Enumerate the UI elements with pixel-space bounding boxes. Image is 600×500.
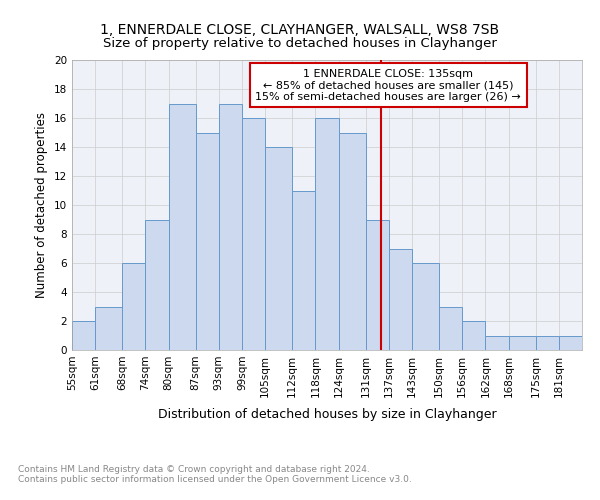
Bar [196, 132, 219, 350]
Bar [122, 263, 145, 350]
Bar [72, 321, 95, 350]
Bar [316, 118, 338, 350]
X-axis label: Distribution of detached houses by size in Clayhanger: Distribution of detached houses by size … [158, 408, 496, 421]
Bar [365, 220, 389, 350]
Bar [219, 104, 242, 350]
Bar [389, 248, 412, 350]
Bar [242, 118, 265, 350]
Bar [485, 336, 509, 350]
Text: 1, ENNERDALE CLOSE, CLAYHANGER, WALSALL, WS8 7SB: 1, ENNERDALE CLOSE, CLAYHANGER, WALSALL,… [100, 22, 500, 36]
Bar [145, 220, 169, 350]
Bar [169, 104, 196, 350]
Bar [292, 190, 316, 350]
Bar [509, 336, 536, 350]
Y-axis label: Number of detached properties: Number of detached properties [35, 112, 49, 298]
Bar [338, 132, 365, 350]
Text: Contains HM Land Registry data © Crown copyright and database right 2024.
Contai: Contains HM Land Registry data © Crown c… [18, 465, 412, 484]
Bar [439, 306, 462, 350]
Bar [412, 263, 439, 350]
Bar [95, 306, 122, 350]
Bar [536, 336, 559, 350]
Bar [265, 147, 292, 350]
Bar [462, 321, 485, 350]
Text: 1 ENNERDALE CLOSE: 135sqm
← 85% of detached houses are smaller (145)
15% of semi: 1 ENNERDALE CLOSE: 135sqm ← 85% of detac… [256, 68, 521, 102]
Text: Size of property relative to detached houses in Clayhanger: Size of property relative to detached ho… [103, 38, 497, 51]
Bar [559, 336, 582, 350]
